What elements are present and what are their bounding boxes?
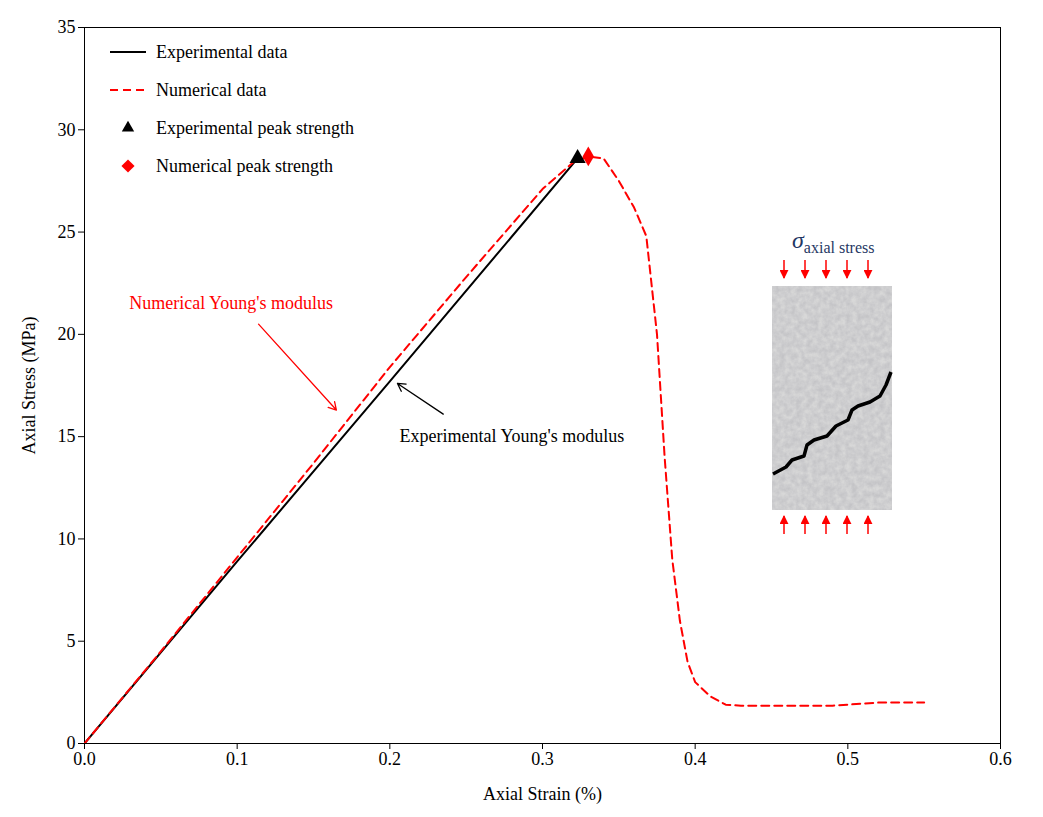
svg-text:Experimental Young's modulus: Experimental Young's modulus bbox=[400, 426, 625, 446]
svg-text:15: 15 bbox=[58, 426, 76, 446]
html-text:Experimental peak strength: Experimental peak strength bbox=[156, 117, 354, 138]
svg-text:5: 5 bbox=[67, 631, 76, 651]
svg-text:20: 20 bbox=[58, 324, 76, 344]
svg-text:Numerical Young's modulus: Numerical Young's modulus bbox=[129, 293, 333, 313]
svg-text:10: 10 bbox=[58, 529, 76, 549]
svg-text:0.1: 0.1 bbox=[226, 749, 249, 769]
svg-text:0: 0 bbox=[66, 733, 76, 754]
svg-text:0.6: 0.6 bbox=[989, 749, 1012, 769]
svg-text:0.2: 0.2 bbox=[379, 749, 402, 769]
svg-text:0.0: 0.0 bbox=[73, 749, 96, 769]
html-text:Experimental data: Experimental data bbox=[156, 41, 288, 62]
svg-text:0.4: 0.4 bbox=[684, 749, 707, 769]
svg-text:0.3: 0.3 bbox=[531, 749, 554, 769]
svg-text:30: 30 bbox=[58, 120, 76, 140]
svg-text:35: 35 bbox=[58, 17, 76, 37]
svg-text:Axial Stress (MPa): Axial Stress (MPa) bbox=[19, 317, 40, 455]
svg-text:25: 25 bbox=[58, 222, 76, 242]
html-text:Numerical data: Numerical data bbox=[156, 79, 267, 100]
svg-text:σaxial stress: σaxial stress bbox=[792, 227, 875, 256]
html-text:Numerical peak strength: Numerical peak strength bbox=[156, 155, 333, 176]
svg-text:0.5: 0.5 bbox=[837, 749, 860, 769]
svg-text:Axial Strain (%): Axial Strain (%) bbox=[483, 784, 602, 805]
